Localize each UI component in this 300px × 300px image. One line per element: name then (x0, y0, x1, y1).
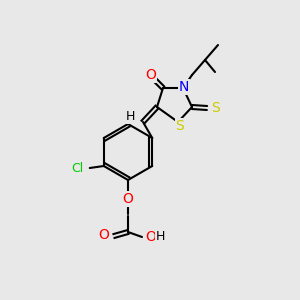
Text: H: H (156, 230, 165, 244)
Text: O: O (146, 68, 156, 82)
Text: O: O (145, 230, 156, 244)
Text: O: O (123, 192, 134, 206)
Text: H: H (126, 110, 135, 124)
Text: S: S (211, 101, 220, 115)
Text: N: N (179, 80, 189, 94)
Text: Cl: Cl (71, 161, 84, 175)
Text: O: O (98, 228, 109, 242)
Text: S: S (176, 119, 184, 133)
